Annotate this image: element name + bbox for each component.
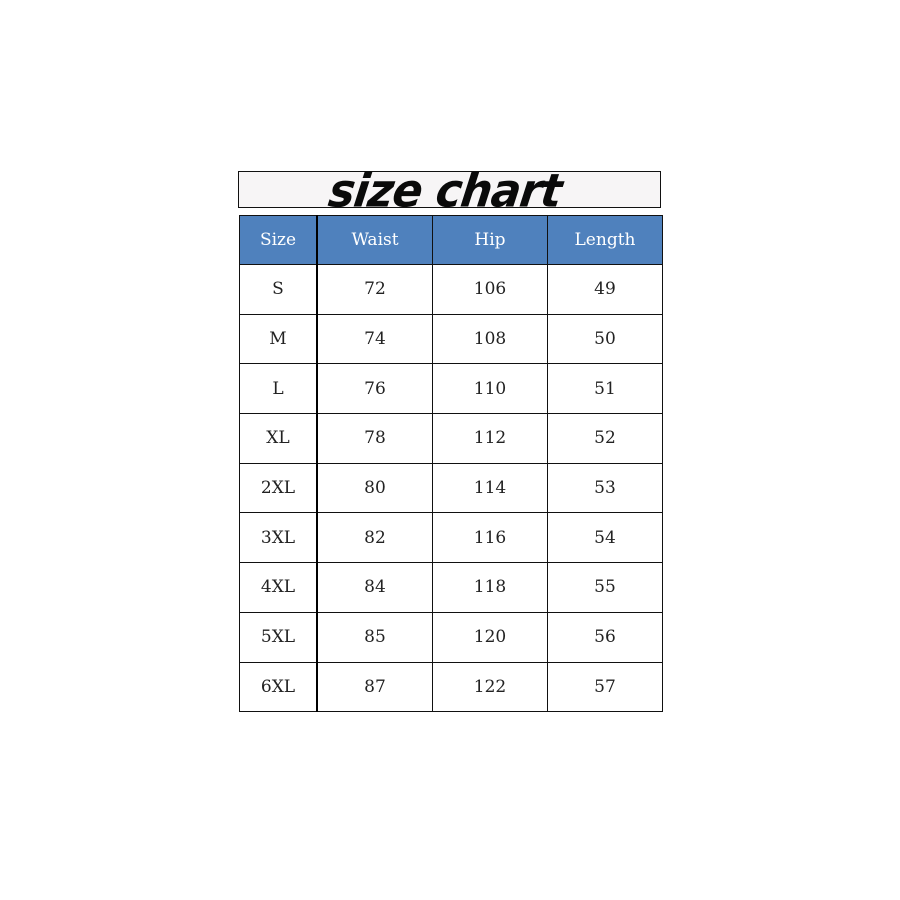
header-size: Size	[239, 215, 318, 265]
cell-waist: 78	[316, 413, 433, 464]
cell-hip: 114	[432, 462, 548, 514]
size-table: Size Waist Hip Length S 72 106 49 M 74 108 50 L 7…	[239, 215, 663, 713]
cell-hip: 106	[432, 264, 548, 315]
table-row: M 74 108 50	[239, 313, 663, 365]
cell-length: 52	[547, 413, 663, 464]
table-row: 2XL 80 114 53	[239, 462, 663, 514]
header-length: Length	[547, 215, 663, 265]
cell-waist: 74	[316, 313, 433, 365]
cell-hip: 122	[432, 661, 548, 713]
table-row: S 72 106 49	[239, 264, 663, 315]
header-hip: Hip	[432, 215, 548, 265]
cell-size: 4XL	[239, 562, 318, 613]
cell-waist: 85	[316, 611, 433, 663]
cell-hip: 110	[432, 363, 548, 415]
table-row: L 76 110 51	[239, 363, 663, 415]
cell-size: S	[239, 264, 318, 315]
cell-length: 54	[547, 512, 663, 564]
title-banner: size chart	[238, 164, 661, 218]
cell-hip: 108	[432, 313, 548, 365]
cell-size: 6XL	[239, 661, 318, 713]
cell-length: 49	[547, 264, 663, 315]
cell-size: 2XL	[239, 462, 318, 514]
table-row: 6XL 87 122 57	[239, 661, 663, 713]
cell-length: 51	[547, 363, 663, 415]
cell-hip: 118	[432, 562, 548, 613]
cell-waist: 82	[316, 512, 433, 564]
title: size chart	[325, 164, 565, 218]
table-row: 5XL 85 120 56	[239, 611, 663, 663]
cell-size: XL	[239, 413, 318, 464]
cell-size: M	[239, 313, 318, 365]
cell-size: 3XL	[239, 512, 318, 564]
table-row: 3XL 82 116 54	[239, 512, 663, 564]
header-row: Size Waist Hip Length	[239, 215, 663, 265]
header-waist: Waist	[316, 215, 433, 265]
table-row: XL 78 112 52	[239, 413, 663, 464]
cell-waist: 76	[316, 363, 433, 415]
cell-length: 55	[547, 562, 663, 613]
cell-waist: 84	[316, 562, 433, 613]
cell-size: 5XL	[239, 611, 318, 663]
cell-size: L	[239, 363, 318, 415]
cell-waist: 87	[316, 661, 433, 713]
cell-hip: 112	[432, 413, 548, 464]
cell-waist: 80	[316, 462, 433, 514]
cell-length: 57	[547, 661, 663, 713]
table-row: 4XL 84 118 55	[239, 562, 663, 613]
cell-length: 56	[547, 611, 663, 663]
cell-length: 50	[547, 313, 663, 365]
cell-hip: 116	[432, 512, 548, 564]
cell-waist: 72	[316, 264, 433, 315]
cell-length: 53	[547, 462, 663, 514]
cell-hip: 120	[432, 611, 548, 663]
